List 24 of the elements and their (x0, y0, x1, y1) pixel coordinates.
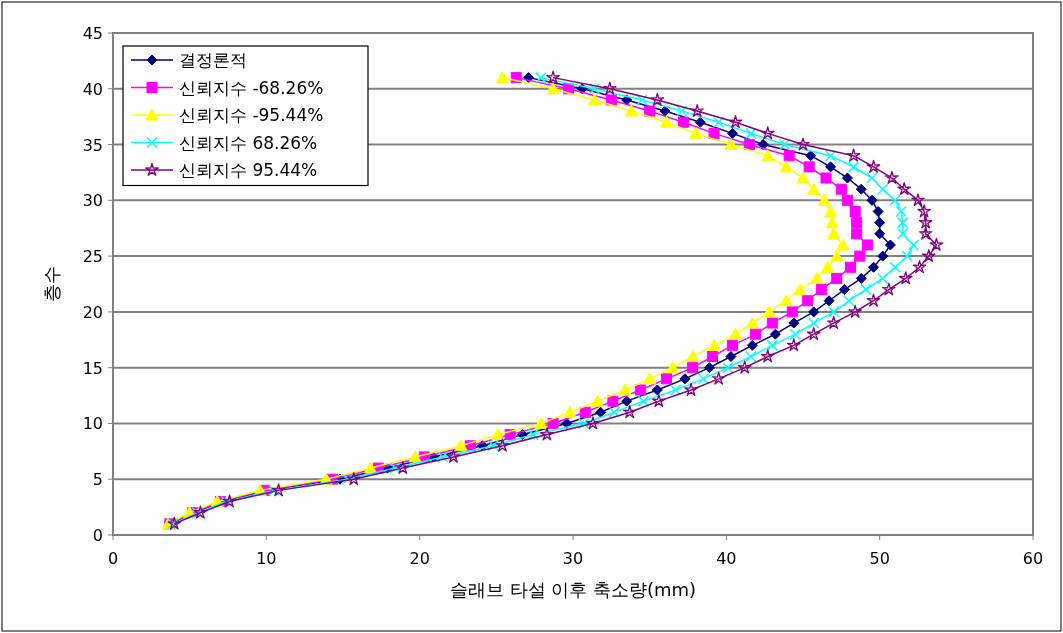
legend-label: 신뢰지수 95.44% (179, 160, 318, 180)
y-tick-label: 40 (82, 79, 103, 99)
x-tick-label: 50 (869, 549, 890, 568)
y-tick-label: 25 (82, 247, 103, 267)
x-tick-label: 30 (562, 549, 584, 568)
y-tick-label: 5 (92, 470, 103, 490)
x-tick-label: 40 (716, 549, 737, 568)
legend-label: 신뢰지수 -95.44% (179, 105, 324, 125)
legend-label: 결정론적 (179, 50, 247, 70)
y-tick-label: 30 (82, 191, 103, 211)
legend-label: 신뢰지수 68.26% (179, 132, 318, 153)
x-tick-label: 10 (256, 549, 277, 568)
x-axis-title: 슬래브 타설 이후 축소량(mm) (449, 579, 697, 600)
x-tick-label: 60 (1022, 549, 1044, 568)
y-axis-title: 층수 (41, 266, 62, 302)
legend-label: 신뢰지수 -68.26% (179, 77, 324, 98)
y-tick-label: 20 (82, 302, 103, 322)
x-tick-label: 0 (107, 549, 119, 568)
y-tick-label: 15 (82, 358, 103, 378)
y-tick-label: 0 (92, 526, 103, 545)
y-tick-label: 10 (82, 414, 103, 434)
y-tick-label: 45 (82, 24, 103, 43)
y-tick-label: 35 (82, 135, 103, 155)
x-tick-label: 20 (409, 549, 430, 568)
